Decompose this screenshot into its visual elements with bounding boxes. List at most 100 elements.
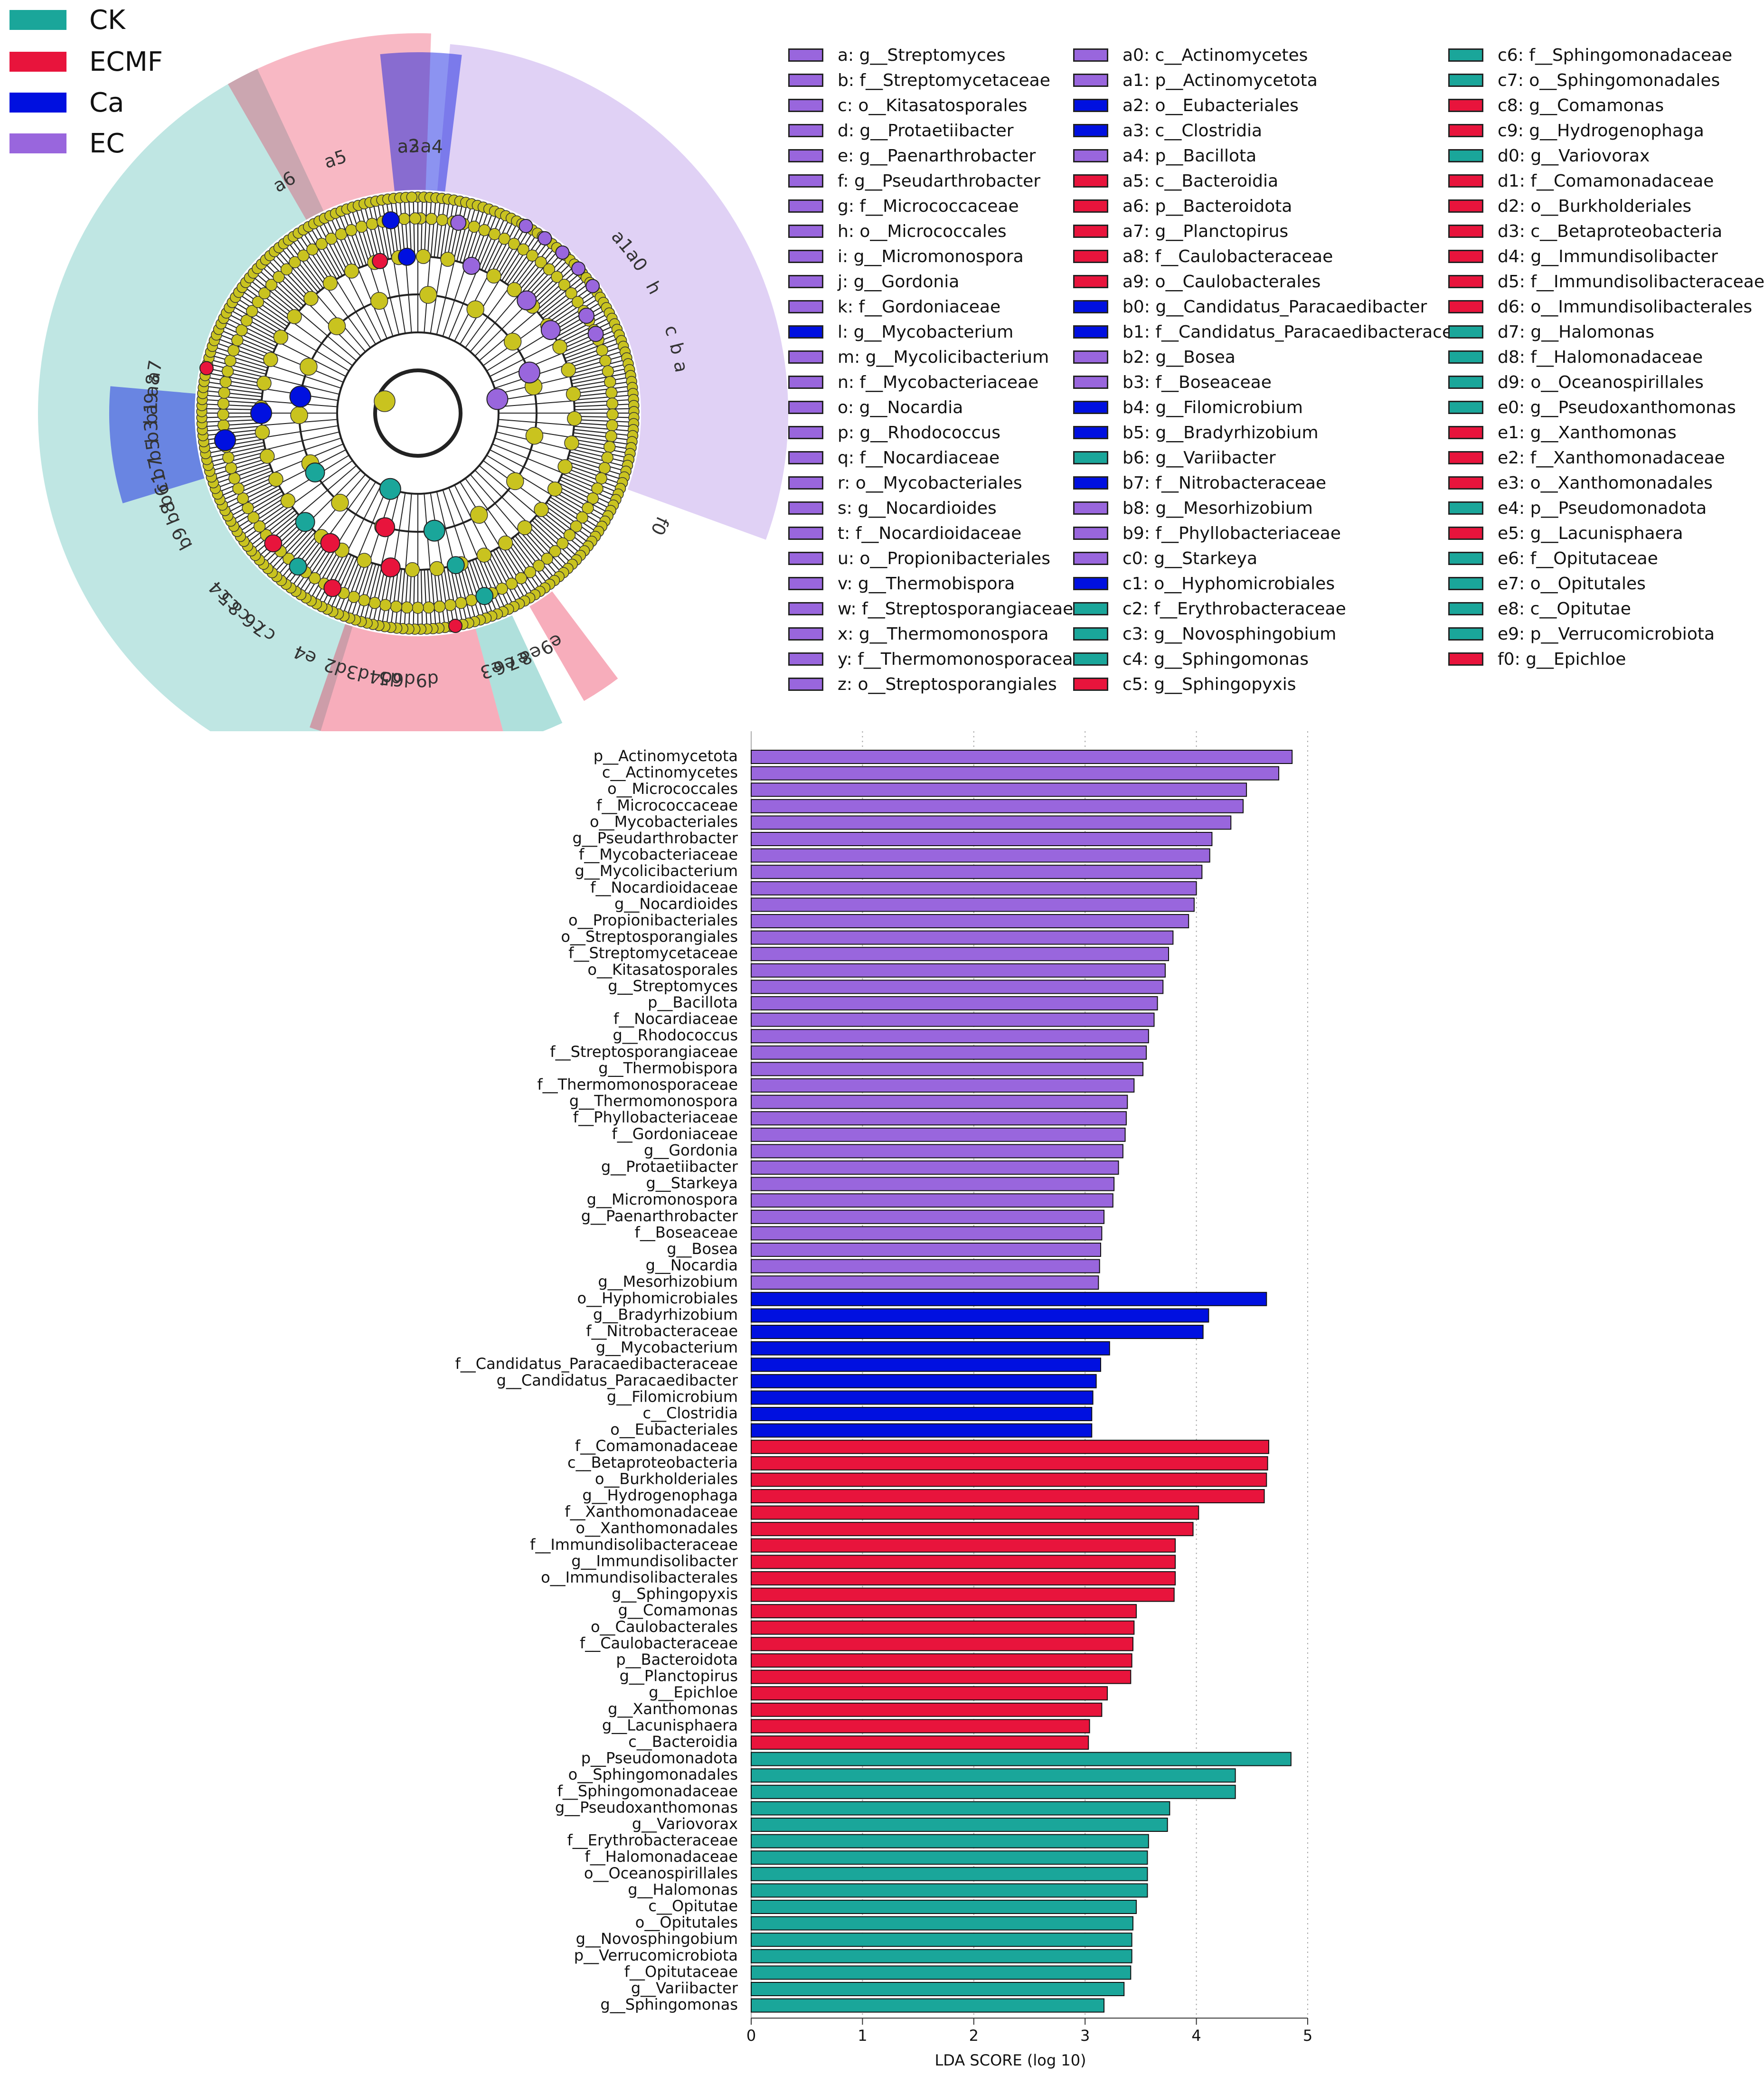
lda-bar-o-eubacteriales [751, 1423, 1093, 1438]
cladogram-significant-node [381, 211, 400, 229]
bar-label-p-bacillota: p__Bacillota [648, 993, 738, 1011]
clade-legend-item: c4: g__Sphingomonas [1073, 647, 1309, 671]
cladogram-branch [529, 261, 573, 304]
cladogram-branch [202, 419, 262, 423]
cladogram-branch [357, 487, 387, 558]
cladogram-label: b1 [141, 402, 161, 424]
cladogram-branch [553, 491, 605, 522]
cladogram-branch [377, 566, 389, 626]
cladogram-branch [571, 372, 631, 385]
clade-legend-item: d5: f__Immundisolibacteraceae [1448, 269, 1764, 294]
cladogram-branch [573, 385, 632, 394]
lda-bar-o-immundisolibacterales [751, 1571, 1176, 1585]
cladogram-branch [525, 527, 566, 571]
cladogram-branch [465, 562, 485, 619]
clade-legend-label: a3: c__Clostridia [1123, 121, 1263, 141]
clade-legend-swatch [788, 401, 823, 414]
cladogram-node [476, 547, 492, 563]
cladogram-branch [427, 569, 432, 629]
clade-legend-swatch [1073, 627, 1108, 641]
clade-legend-item: c: o__Kitasatosporales [788, 93, 1028, 118]
cladogram-node [412, 602, 424, 614]
clade-legend-swatch [1073, 325, 1108, 339]
cladogram-branch [563, 333, 619, 356]
cladogram-branch [325, 217, 352, 272]
cladogram-branch [548, 499, 598, 533]
cladogram-node [225, 462, 237, 474]
cladogram-branch [498, 400, 575, 407]
cladogram-branch [202, 399, 262, 404]
cladogram-branch [496, 226, 527, 278]
cladogram-branch [424, 197, 428, 257]
clade-legend-label: a2: o__Eubacteriales [1123, 95, 1299, 115]
cladogram-branch [302, 545, 335, 596]
cladogram-node [231, 334, 244, 347]
cladogram-label: a4 [420, 135, 444, 157]
cladogram-node [325, 233, 338, 245]
legend-swatch-ec [9, 133, 66, 153]
cladogram-branch [233, 301, 284, 332]
clade-legend-item: v: g__Thermobispora [788, 571, 1015, 596]
cladogram-node [219, 376, 232, 388]
bar-label-g-mycobacterium: g__Mycobacterium [596, 1339, 738, 1357]
clade-legend-item: e2: f__Xanthomonadaceae [1448, 445, 1725, 470]
clade-legend-label: r: o__Mycobacteriales [838, 473, 1022, 493]
cladogram-branch [571, 368, 630, 381]
bar-label-o-caulobacterales: o__Caulobacterales [591, 1618, 738, 1636]
cladogram-node [405, 562, 420, 577]
clade-legend-label: b5: g__Bradyrhizobium [1123, 423, 1319, 443]
clade-legend-swatch [788, 174, 823, 188]
cladogram-branch [574, 425, 633, 432]
clade-legend-item: d8: f__Halomonadaceae [1448, 345, 1703, 369]
lda-bar-f-streptomycetaceae [751, 947, 1169, 962]
cladogram-branch [206, 368, 265, 381]
cladogram-significant-node [538, 231, 552, 245]
cladogram-branch [265, 376, 340, 395]
cladogram-branch [228, 488, 281, 518]
cladogram-branch [519, 531, 560, 577]
clade-legend-label: y: f__Thermomonosporaceae [838, 649, 1084, 669]
clade-legend-label: c2: f__Erythrobacteraceae [1123, 599, 1346, 619]
lda-bar-g-paenarthrobacter [751, 1209, 1105, 1224]
cladogram-node [517, 243, 529, 256]
cladogram-branch [298, 311, 357, 361]
clade-legend-swatch [788, 225, 823, 238]
cladogram-branch [305, 228, 337, 280]
clade-legend-item: b2: g__Bosea [1073, 345, 1236, 369]
cladogram-branch [248, 278, 296, 316]
clade-legend-swatch [788, 99, 823, 112]
cladogram-label: a3 [397, 135, 420, 157]
cladogram-node [507, 282, 522, 297]
cladogram-significant-node [320, 533, 340, 553]
clade-legend-swatch [1073, 174, 1108, 188]
cladogram-branch [434, 198, 441, 257]
cladogram-branch [226, 485, 280, 514]
cladogram-branch [317, 221, 346, 275]
bar-label-p-verrucomicrobiota: p__Verrucomicrobiota [574, 1946, 738, 1964]
cladogram-branch [205, 442, 264, 454]
clade-legend-label: e9: p__Verrucomicrobiota [1498, 624, 1715, 644]
lda-bar-o-propionibacteriales [751, 914, 1189, 928]
cladogram-node [315, 237, 328, 250]
cladogram-branch [205, 377, 264, 388]
cladogram-label: b5 [141, 437, 165, 463]
clade-legend-item: e7: o__Opitutales [1448, 571, 1646, 596]
cladogram-branch [474, 302, 529, 357]
clade-legend-swatch [788, 426, 823, 439]
bar-label-c-bacteroidia: c__Bacteroidia [628, 1733, 738, 1751]
cladogram-branch [536, 271, 582, 311]
clade-legend-swatch [1448, 552, 1483, 565]
cladogram-branch [558, 316, 612, 344]
cladogram-node [606, 397, 619, 410]
clade-legend-item: c5: g__Sphingopyxis [1073, 672, 1296, 697]
clade-legend-label: e3: o__Xanthomonadales [1498, 473, 1713, 493]
cladogram-branch [257, 268, 302, 309]
cladogram-branch [280, 533, 319, 580]
clade-legend-label: v: g__Thermobispora [838, 574, 1015, 594]
cladogram-branch [276, 249, 316, 295]
lda-bar-p-bacteroidota [751, 1653, 1132, 1668]
cladogram-branch [218, 473, 274, 498]
lda-bar-g-protaetiibacter [751, 1160, 1119, 1175]
cladogram-branch [333, 214, 358, 269]
cladogram-significant-node [380, 557, 401, 577]
